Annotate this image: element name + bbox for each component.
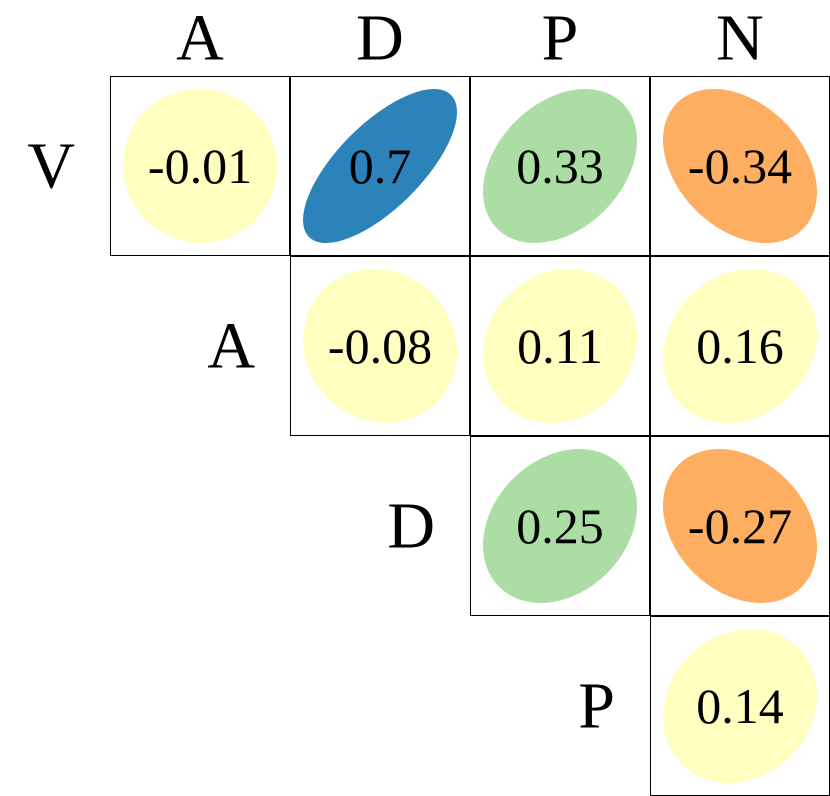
cell [470, 436, 650, 616]
value-label: 0.14 [696, 678, 784, 734]
cell [110, 76, 290, 256]
correlation-ellipse [662, 449, 817, 603]
column-label: A [176, 2, 224, 75]
cell [290, 76, 470, 256]
value-label: -0.01 [148, 138, 252, 194]
correlation-ellipse [123, 89, 277, 243]
correlation-ellipse [302, 89, 457, 244]
value-label: 0.16 [696, 318, 784, 374]
value-label: -0.27 [688, 498, 792, 554]
row-label: A [207, 310, 255, 383]
correlation-ellipse [302, 268, 457, 423]
column-label: P [542, 2, 579, 75]
correlation-ellipse [482, 449, 637, 603]
cell [290, 256, 470, 436]
correlation-ellipse [663, 89, 818, 244]
value-label: 0.25 [516, 498, 604, 554]
value-label: -0.34 [688, 138, 792, 194]
cell [470, 256, 650, 436]
correlation-ellipse [663, 268, 818, 423]
column-label: D [356, 2, 404, 75]
correlation-ellipse [483, 88, 638, 243]
row-label: V [27, 130, 75, 203]
column-label: N [716, 2, 764, 75]
value-label: -0.08 [328, 318, 432, 374]
value-label: 0.7 [349, 138, 412, 194]
cell [470, 76, 650, 256]
correlation-ellipse [663, 629, 817, 783]
value-label: 0.11 [517, 318, 603, 374]
row-label: D [387, 490, 435, 563]
value-label: 0.33 [516, 138, 604, 194]
row-label: P [578, 670, 615, 743]
correlation-ellipse [482, 268, 637, 424]
